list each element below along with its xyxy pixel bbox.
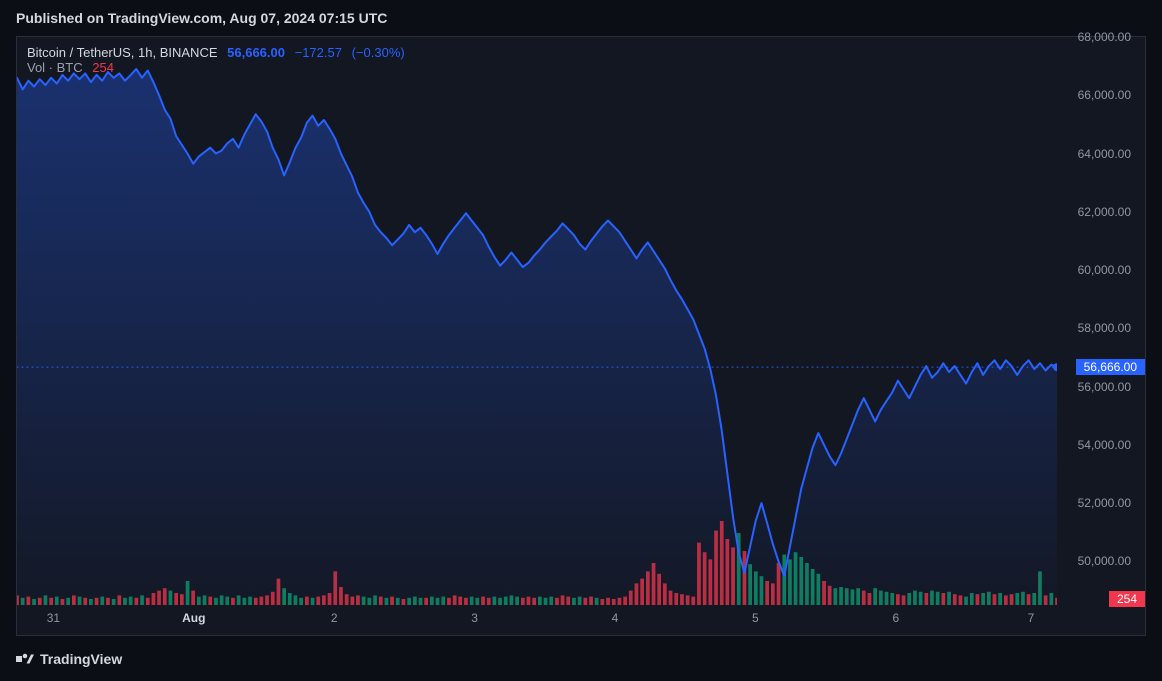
y-tick-label: 64,000.00 xyxy=(1078,147,1131,161)
publish-line: Published on TradingView.com, Aug 07, 20… xyxy=(16,10,387,26)
price-change: −172.57 xyxy=(295,45,342,60)
y-tick-label: 68,000.00 xyxy=(1078,30,1131,44)
footer-text: TradingView xyxy=(40,651,122,667)
volume-label: Vol · BTC xyxy=(27,60,83,75)
y-tick-label: 58,000.00 xyxy=(1078,321,1131,335)
tradingview-logo-icon xyxy=(16,653,34,665)
x-tick-label: 7 xyxy=(1028,611,1035,625)
y-axis: 68,000.0066,000.0064,000.0062,000.0060,0… xyxy=(1055,37,1145,605)
symbol-label[interactable]: Bitcoin / TetherUS, 1h, BINANCE xyxy=(27,45,218,60)
price-change-pct: (−0.30%) xyxy=(352,45,405,60)
y-tick-label: 52,000.00 xyxy=(1078,496,1131,510)
chart-screenshot: Published on TradingView.com, Aug 07, 20… xyxy=(0,0,1162,681)
volume-axis-tag: 254 xyxy=(1109,591,1145,607)
y-tick-label: 50,000.00 xyxy=(1078,554,1131,568)
volume-value: 254 xyxy=(92,60,114,75)
last-price: 56,666.00 xyxy=(227,45,285,60)
x-tick-label: 6 xyxy=(892,611,899,625)
x-tick-label: 5 xyxy=(752,611,759,625)
x-tick-label: Aug xyxy=(182,611,205,625)
chart-svg xyxy=(17,37,1057,605)
x-tick-label: 31 xyxy=(47,611,60,625)
y-tick-label: 66,000.00 xyxy=(1078,88,1131,102)
x-tick-label: 2 xyxy=(331,611,338,625)
x-tick-label: 4 xyxy=(612,611,619,625)
y-tick-label: 60,000.00 xyxy=(1078,263,1131,277)
footer: TradingView xyxy=(16,651,122,667)
chart-panel[interactable]: Bitcoin / TetherUS, 1h, BINANCE 56,666.0… xyxy=(16,36,1146,636)
x-axis: 31 Aug 2 3 4 5 6 7 xyxy=(17,605,1055,635)
y-tick-label: 62,000.00 xyxy=(1078,205,1131,219)
y-tick-label: 56,000.00 xyxy=(1078,380,1131,394)
legend-block: Bitcoin / TetherUS, 1h, BINANCE 56,666.0… xyxy=(27,45,411,75)
x-tick-label: 3 xyxy=(471,611,478,625)
price-plot[interactable] xyxy=(17,37,1055,605)
y-tick-label: 54,000.00 xyxy=(1078,438,1131,452)
price-axis-tag: 56,666.00 xyxy=(1076,359,1145,375)
